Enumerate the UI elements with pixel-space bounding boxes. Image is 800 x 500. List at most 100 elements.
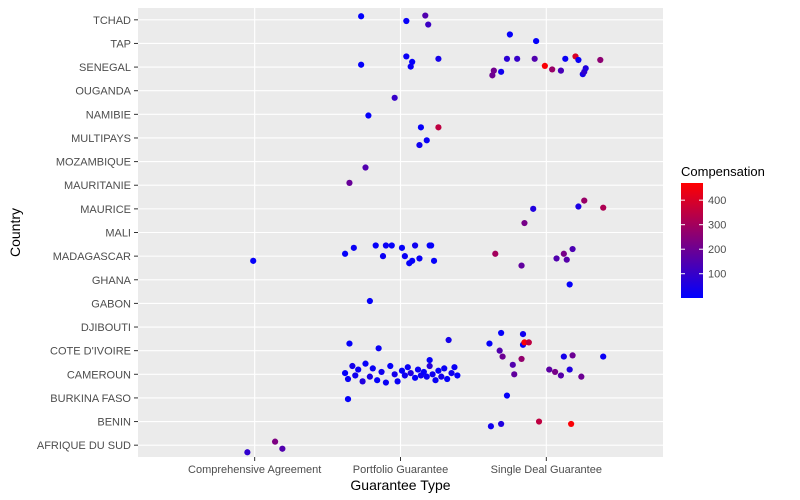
data-point [487, 423, 495, 430]
data-point [346, 179, 353, 186]
data-point [553, 255, 560, 262]
legend-title: Compensation [681, 164, 765, 179]
y-tick-label: MOZAMBIQUE [56, 157, 131, 169]
x-tick-label: Single Deal Guarantee [491, 464, 602, 476]
data-point [562, 55, 569, 62]
data-point [404, 364, 411, 371]
y-tick-label: BENIN [97, 417, 131, 429]
data-point [569, 352, 576, 359]
data-point [448, 370, 455, 377]
data-point [486, 340, 493, 347]
legend-break-label: 200 [708, 244, 726, 256]
data-point [391, 371, 398, 378]
data-point [514, 55, 521, 62]
data-point [350, 244, 357, 251]
data-point [581, 197, 588, 204]
y-tick-label: TAP [110, 38, 131, 50]
data-point [525, 339, 532, 346]
data-point [422, 12, 429, 19]
x-tick-label: Portfolio Guarantee [353, 464, 448, 476]
data-point [352, 372, 359, 379]
data-point [444, 375, 451, 383]
data-point [503, 392, 511, 399]
data-point [503, 55, 511, 62]
y-tick-label: MADAGASCAR [53, 251, 131, 263]
data-point [578, 373, 585, 380]
data-point [499, 353, 506, 360]
data-point [430, 257, 438, 264]
data-point [423, 137, 430, 144]
data-point [358, 61, 365, 68]
data-point [341, 250, 349, 257]
data-point [546, 366, 553, 373]
data-point [349, 362, 356, 370]
y-tick-label: MALI [105, 228, 131, 240]
data-point [372, 242, 379, 249]
data-point [382, 242, 390, 249]
data-point [366, 373, 373, 380]
data-point [341, 370, 349, 377]
data-point [600, 204, 607, 211]
data-point [407, 370, 414, 377]
grid-lines [138, 8, 663, 457]
data-point [417, 124, 425, 131]
data-point [582, 65, 589, 72]
data-point [279, 445, 286, 452]
data-point [541, 62, 548, 69]
data-point [498, 68, 505, 75]
data-point [406, 260, 413, 267]
data-point [250, 257, 257, 264]
data-point [423, 373, 430, 380]
data-point [568, 420, 575, 428]
data-point [435, 55, 442, 62]
x-axis-title: Guarantee Type [350, 477, 450, 493]
data-point [362, 164, 369, 171]
data-point [551, 368, 559, 376]
y-tick-label: BURKINA FASO [50, 393, 131, 405]
data-point [387, 362, 394, 370]
data-point [403, 17, 410, 25]
data-point [394, 378, 401, 385]
y-tick-label: MULTIPAYS [71, 133, 131, 145]
data-point [518, 355, 525, 363]
data-point [519, 331, 527, 338]
data-point [530, 205, 537, 212]
data-point [518, 262, 525, 269]
legend-colorbar [681, 183, 703, 298]
data-point [489, 72, 496, 79]
data-points [244, 12, 607, 456]
data-point [438, 373, 445, 380]
data-point [511, 371, 518, 378]
data-point [429, 371, 436, 378]
data-point [398, 244, 406, 251]
data-point [490, 67, 497, 74]
data-point [344, 396, 352, 403]
data-point [382, 379, 390, 386]
data-point [597, 56, 604, 64]
data-point [451, 364, 458, 371]
data-point [509, 361, 516, 368]
y-tick-label: MAURITANIE [64, 180, 131, 192]
data-point [414, 366, 422, 373]
data-point [435, 124, 442, 131]
data-point [411, 374, 419, 381]
data-point [566, 366, 573, 373]
data-point [271, 438, 279, 445]
data-point [366, 297, 373, 305]
data-point [416, 141, 423, 149]
data-point [569, 245, 576, 253]
data-point [549, 66, 556, 73]
data-point [560, 353, 567, 360]
data-point [563, 256, 570, 263]
data-point [557, 67, 565, 74]
y-tick-label: MAURICE [80, 204, 131, 216]
y-tick-label: GABON [91, 298, 131, 310]
data-point [401, 372, 408, 379]
data-point [560, 250, 567, 257]
data-point [374, 377, 381, 384]
data-point [575, 203, 582, 210]
data-point [521, 339, 528, 346]
data-point [435, 367, 442, 374]
